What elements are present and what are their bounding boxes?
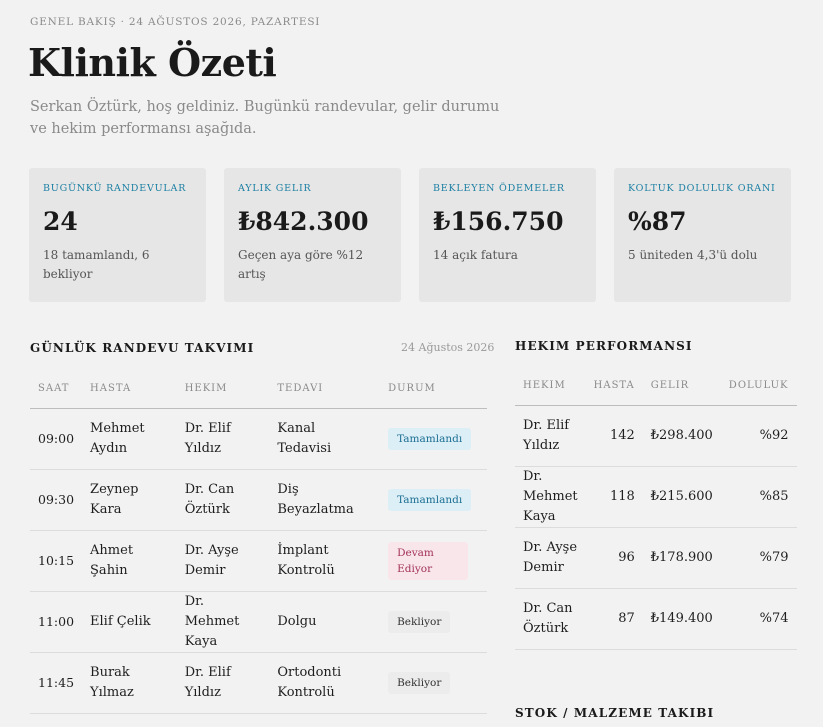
card-label: KOLTUK DOLULUK ORANI [628, 183, 776, 194]
card-label: BUGÜNKÜ RANDEVULAR [43, 183, 187, 194]
table-header-row: SAAT HASTA HEKIM TEDAVI DURUM [30, 370, 487, 409]
performance-occupancy: %92 [720, 405, 797, 467]
performance-occupancy: %79 [720, 527, 797, 589]
card-monthly-revenue[interactable]: AYLIK GELIR ₺842.300 Geçen aya göre %12 … [224, 168, 401, 302]
performance-doctor: Dr. Mehmet Kaya [515, 466, 586, 528]
appointment-status-cell: Tamamlandı [380, 469, 487, 531]
card-chair-occupancy[interactable]: KOLTUK DOLULUK ORANI %87 5 üniteden 4,3'… [614, 168, 791, 302]
appointment-time: 11:45 [30, 652, 83, 714]
performance-occupancy: %74 [720, 588, 797, 650]
card-note: Geçen aya göre %12 artış [238, 248, 364, 281]
table-row[interactable]: 11:00 Elif Çelik Dr. Mehmet Kaya Dolgu B… [30, 591, 487, 653]
card-value: %87 [628, 207, 687, 236]
appointment-time: 11:00 [30, 591, 83, 653]
table-row[interactable]: 11:45 Burak Yılmaz Dr. Elif Yıldız Ortod… [30, 652, 487, 714]
appointment-time: 09:00 [30, 408, 83, 470]
status-badge: Bekliyor [388, 610, 451, 633]
status-badge: Devam Ediyor [388, 541, 469, 580]
appointment-time: 09:30 [30, 469, 83, 531]
appointment-patient: Elif Çelik [82, 591, 177, 653]
appointment-doctor: Dr. Mehmet Kaya [176, 591, 270, 653]
stock-title: STOK / MALZEME TAKIBI [515, 706, 715, 720]
performance-revenue: ₺149.400 [642, 588, 721, 650]
performance-patients: 142 [585, 405, 643, 467]
table-row[interactable]: Dr. Elif Yıldız 142 ₺298.400 %92 [515, 405, 797, 467]
appointments-date: 24 Ağustos 2026 [401, 341, 495, 354]
col-header-revenue[interactable]: GELIR [642, 367, 721, 406]
page-eyebrow: GENEL BAKIŞ · 24 AĞUSTOS 2026, PAZARTESI [30, 16, 321, 28]
performance-occupancy: %85 [720, 466, 797, 528]
appointment-treatment: İmplant Kontrolü [269, 530, 381, 592]
card-pending-payments[interactable]: BEKLEYEN ÖDEMELER ₺156.750 14 açık fatur… [419, 168, 596, 302]
status-badge: Bekliyor [388, 671, 451, 694]
appointment-patient: Ahmet Şahin [82, 530, 177, 592]
appointment-status-cell: Bekliyor [380, 591, 487, 653]
appointments-title: GÜNLÜK RANDEVU TAKVIMI [30, 341, 255, 355]
appointment-time: 10:15 [30, 530, 83, 592]
card-todays-appointments[interactable]: BUGÜNKÜ RANDEVULAR 24 18 tamamlandı, 6 b… [29, 168, 206, 302]
card-label: AYLIK GELIR [238, 183, 312, 194]
card-label: BEKLEYEN ÖDEMELER [433, 183, 565, 194]
welcome-text: Serkan Öztürk, hoş geldiniz. Bugünkü ran… [30, 99, 500, 137]
col-header-patients[interactable]: HASTA [585, 367, 643, 406]
performance-patients: 87 [585, 588, 643, 650]
performance-title: HEKIM PERFORMANSI [515, 339, 693, 353]
card-note: 18 tamamlandı, 6 bekliyor [43, 248, 150, 281]
appointment-treatment: Dolgu [269, 591, 381, 653]
performance-patients: 96 [585, 527, 643, 589]
col-header-occupancy[interactable]: DOLULUK [720, 367, 797, 406]
table-row[interactable]: 09:00 Mehmet Aydın Dr. Elif Yıldız Kanal… [30, 408, 487, 470]
page-title: Klinik Özeti [28, 40, 277, 85]
col-header-doctor[interactable]: HEKIM [176, 370, 270, 409]
col-header-time[interactable]: SAAT [30, 370, 83, 409]
col-header-status[interactable]: DURUM [380, 370, 487, 409]
appointment-patient: Burak Yılmaz [82, 652, 177, 714]
performance-doctor: Dr. Ayşe Demir [515, 527, 586, 589]
appointment-doctor: Dr. Ayşe Demir [176, 530, 270, 592]
appointment-doctor: Dr. Can Öztürk [176, 469, 270, 531]
performance-doctor: Dr. Can Öztürk [515, 588, 586, 650]
table-row[interactable]: 09:30 Zeynep Kara Dr. Can Öztürk Diş Bey… [30, 469, 487, 531]
performance-patients: 118 [585, 466, 643, 528]
card-value: ₺156.750 [433, 207, 564, 236]
performance-table: HEKIM HASTA GELIR DOLULUK Dr. Elif Yıldı… [515, 367, 797, 650]
appointment-status-cell: Devam Ediyor [380, 530, 487, 592]
appointment-treatment: Diş Beyazlatma [269, 469, 381, 531]
performance-revenue: ₺298.400 [642, 405, 721, 467]
table-row[interactable]: Dr. Ayşe Demir 96 ₺178.900 %79 [515, 527, 797, 589]
performance-doctor: Dr. Elif Yıldız [515, 405, 586, 467]
table-row[interactable]: 10:15 Ahmet Şahin Dr. Ayşe Demir İmplant… [30, 530, 487, 592]
appointment-status-cell: Tamamlandı [380, 408, 487, 470]
table-header-row: HEKIM HASTA GELIR DOLULUK [515, 367, 797, 406]
col-header-patient[interactable]: HASTA [82, 370, 177, 409]
col-header-doctor[interactable]: HEKIM [515, 367, 586, 406]
status-badge: Tamamlandı [388, 427, 472, 450]
table-row[interactable]: Dr. Mehmet Kaya 118 ₺215.600 %85 [515, 466, 797, 528]
appointment-treatment: Kanal Tedavisi [269, 408, 381, 470]
card-value: ₺842.300 [238, 207, 369, 236]
performance-revenue: ₺178.900 [642, 527, 721, 589]
appointment-doctor: Dr. Elif Yıldız [176, 652, 270, 714]
card-note: 5 üniteden 4,3'ü dolu [628, 248, 758, 262]
performance-revenue: ₺215.600 [642, 466, 721, 528]
appointments-table: SAAT HASTA HEKIM TEDAVI DURUM 09:00 Mehm… [30, 370, 487, 714]
appointment-patient: Zeynep Kara [82, 469, 177, 531]
card-note: 14 açık fatura [433, 248, 518, 262]
appointment-doctor: Dr. Elif Yıldız [176, 408, 270, 470]
appointment-status-cell: Bekliyor [380, 652, 487, 714]
col-header-treatment[interactable]: TEDAVI [269, 370, 381, 409]
card-value: 24 [43, 207, 78, 236]
appointment-treatment: Ortodonti Kontrolü [269, 652, 381, 714]
table-row[interactable]: Dr. Can Öztürk 87 ₺149.400 %74 [515, 588, 797, 650]
status-badge: Tamamlandı [388, 488, 472, 511]
appointment-patient: Mehmet Aydın [82, 408, 177, 470]
